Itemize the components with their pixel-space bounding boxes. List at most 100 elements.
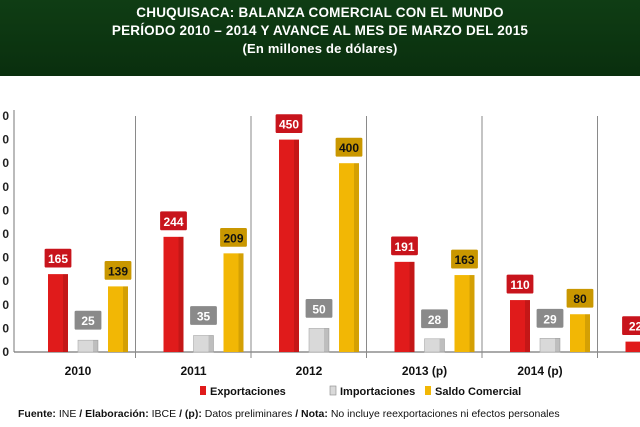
nota-label: / Nota: [295,408,328,420]
legend-label: Importaciones [340,386,415,398]
legend-label: Saldo Comercial [435,386,521,398]
legend-swatch [329,385,337,396]
chart-legend: Exportaciones Importaciones Saldo Comercia… [200,385,521,398]
nota-value: No incluye reexportaciones ni efectos pe… [330,408,560,420]
data-label: 209 [223,231,243,245]
data-label-box [274,112,304,135]
x-category-label: 2010 [65,364,92,378]
data-label-box [334,136,364,158]
bar-shade [469,275,475,352]
bar-saldo-comercial [454,275,475,352]
data-label: 25 [81,314,95,328]
legend-swatch [200,386,206,395]
x-category-label: 2013 (p) [402,364,447,378]
elaboracion-label: / Elaboración: [79,408,149,420]
preliminary-value: Datos preliminares [204,408,293,420]
y-tick-label: 0 [2,298,9,312]
data-label-box [103,259,133,281]
bar-exportaciones [625,341,640,352]
data-label: 50 [312,302,326,316]
data-label: 35 [197,309,211,323]
data-label-box [304,297,334,319]
bar-exportaciones [163,236,184,352]
data-label: 450 [279,118,299,132]
bar-exportaciones [48,274,68,352]
bar-exportaciones [394,261,415,352]
y-tick-label: 0 [2,133,9,147]
data-label: 22 [629,320,640,334]
fuente-value: INE [58,408,77,420]
bar-saldo-comercial [570,314,590,352]
chart-title-line2: PERÍODO 2010 – 2014 Y AVANCE AL MES DE M… [111,23,529,38]
bar-saldo-comercial [339,163,359,352]
data-label-box [188,304,219,327]
data-label: 28 [428,313,442,327]
data-label: 29 [543,312,557,326]
bar-shade [354,163,359,352]
bar-shade [238,253,244,352]
chart-header: CHUQUISACA: BALANZA COMERCIAL CON EL MUN… [0,0,640,76]
data-label-box [535,307,565,329]
data-label: 163 [454,253,474,267]
data-label-box [565,287,595,309]
data-label: 191 [394,240,414,254]
preliminary-label: / (p): [179,408,202,420]
y-tick-label: 0 [2,180,9,194]
chart-data-labels: 165 25 139 244 35 209 450 50 400 191 28 163 110 29 80 2… [43,112,640,337]
bar-importaciones [539,338,561,353]
data-label-box [389,235,420,257]
bar-importaciones [308,328,330,353]
data-label-box [43,247,73,269]
y-tick-label: 0 [2,203,9,217]
data-label-box [73,309,103,331]
bar-shade [208,335,214,352]
fuente-label: Fuente: [18,408,56,420]
bar-shade [555,338,560,352]
y-tick-label: 0 [2,251,9,265]
y-tick-label: 0 [2,109,9,123]
x-category-label: 2011 [180,364,206,378]
y-tick-label: 0 [2,156,9,170]
chart-subtitle: (En millones de dólares) [242,41,398,56]
data-label: 110 [510,278,530,292]
bar-shade [123,286,128,352]
chart-axes: 0 0 0 0 0 0 0 0 0 0 0 2010 2011 2012 2013 (p) 2014 (p) 2… [2,109,640,378]
bar-shade [294,139,299,352]
data-label-box [449,248,480,270]
y-tick-label: 0 [2,345,9,359]
y-tick-label: 0 [2,321,9,335]
chart-title-line1: CHUQUISACA: BALANZA COMERCIAL CON EL MUN… [136,5,504,20]
data-label: 400 [339,141,359,155]
bar-shade [585,314,590,352]
bar-importaciones [77,339,99,353]
data-label: 80 [573,292,587,306]
y-tick-label: 0 [2,274,9,288]
x-category-label: 2014 (p) [517,364,562,378]
bar-shade [525,300,530,352]
bar-importaciones [424,338,445,353]
data-label: 244 [163,215,183,229]
bar-shade [324,328,329,352]
legend-label: Exportaciones [210,386,286,398]
bar-exportaciones [510,300,530,352]
data-label-box [218,226,249,248]
source-footer: Fuente: INE / Elaboración: IBCE / (p): D… [18,408,638,420]
chart-bars [48,139,640,353]
bar-shade [63,274,68,352]
bar-shade [178,236,184,352]
data-label-box [158,210,189,232]
data-label-box [505,273,535,295]
bar-saldo-comercial [223,253,244,352]
y-tick-label: 0 [2,227,9,241]
legend-swatch [425,386,431,395]
bar-exportaciones [279,139,299,352]
elaboracion-value: IBCE [151,408,177,420]
bar-shade [93,340,98,352]
bar-importaciones [193,335,214,353]
data-label: 139 [108,264,128,278]
data-label-box [620,315,640,337]
data-label: 165 [48,252,68,266]
bar-shade [409,261,415,352]
x-category-label: 2012 [296,364,323,378]
